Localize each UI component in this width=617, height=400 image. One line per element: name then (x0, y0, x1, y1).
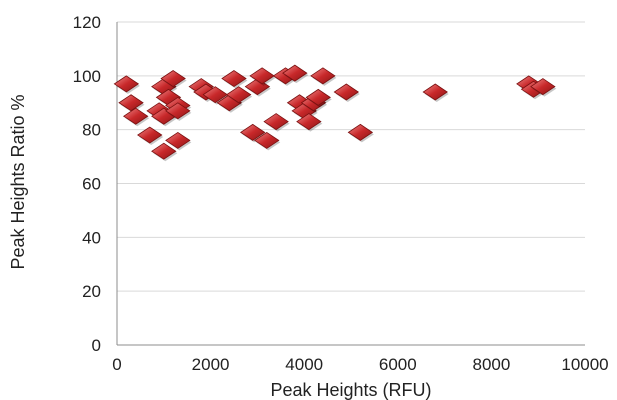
x-tick-label: 6000 (379, 355, 417, 374)
data-point-marker (422, 83, 448, 101)
grid-lines (117, 21, 585, 292)
y-tick-label: 0 (92, 336, 101, 355)
y-axis-title: Peak Heights Ratio % (8, 94, 28, 269)
data-point (137, 126, 164, 146)
data-point (263, 113, 290, 132)
data-point-marker (305, 88, 331, 106)
data-point-marker (263, 113, 289, 131)
data-point (254, 131, 281, 151)
x-tick-label: 4000 (285, 355, 323, 374)
data-point-marker (239, 123, 266, 141)
data-point-marker (122, 107, 149, 125)
data-point-marker (151, 142, 177, 160)
data-point-marker (165, 131, 191, 149)
data-point (122, 107, 150, 127)
data-point-marker (118, 94, 144, 112)
data-point-marker (347, 123, 374, 141)
data-point (249, 67, 276, 86)
x-axis-title: Peak Heights (RFU) (270, 380, 431, 400)
y-tick-label: 60 (82, 175, 101, 194)
data-point-marker (254, 131, 280, 149)
data-point-marker (221, 70, 247, 88)
y-tick-label: 80 (82, 121, 101, 140)
data-points (113, 64, 557, 162)
x-tick-label: 2000 (192, 355, 230, 374)
data-point (151, 142, 178, 162)
data-point (310, 67, 337, 86)
y-tick-label: 100 (73, 67, 101, 86)
data-point (113, 75, 140, 94)
data-point (225, 86, 253, 105)
y-tick-label: 40 (82, 228, 101, 247)
y-tick-label: 120 (73, 13, 101, 32)
data-point-marker (225, 86, 252, 104)
data-point-marker (530, 78, 556, 96)
data-point (160, 70, 187, 89)
data-point-marker (249, 67, 275, 85)
data-point (296, 113, 323, 132)
data-point-marker (137, 126, 163, 144)
x-tick-label: 0 (112, 355, 121, 374)
data-point-marker (113, 75, 140, 93)
data-point (221, 70, 248, 89)
data-point-marker (202, 86, 229, 104)
axes (116, 22, 585, 346)
data-point (333, 83, 360, 102)
data-point (165, 131, 192, 151)
x-tick-label: 8000 (472, 355, 510, 374)
data-point-marker (310, 67, 336, 85)
data-point (165, 102, 192, 121)
data-point-marker (296, 113, 322, 131)
data-point-marker (165, 102, 191, 120)
x-tick-label: 10000 (561, 355, 608, 374)
data-point-marker (282, 64, 308, 82)
data-point (282, 64, 309, 84)
x-tick-labels: 0 2000 4000 6000 8000 10000 (112, 355, 608, 374)
y-tick-label: 20 (82, 282, 101, 301)
data-point-marker (333, 83, 360, 101)
y-tick-labels: 0 20 40 60 80 100 120 (73, 13, 101, 355)
data-point (422, 83, 449, 102)
data-point (530, 78, 557, 97)
data-point-marker (160, 70, 186, 88)
data-point (305, 88, 332, 108)
data-point (118, 94, 145, 113)
data-point (347, 123, 374, 143)
